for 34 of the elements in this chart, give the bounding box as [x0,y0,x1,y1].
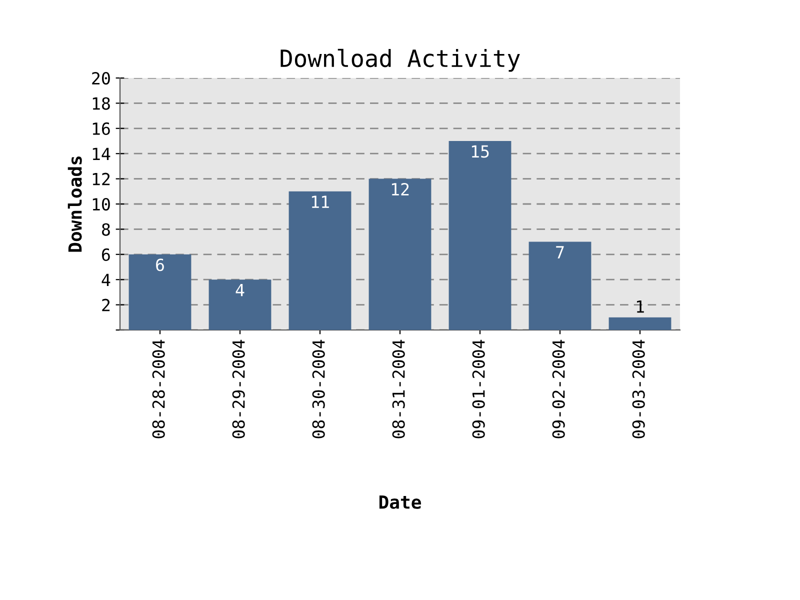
y-tick-label: 8 [102,223,110,236]
data-label: 15 [472,145,489,158]
bar [368,178,432,330]
bar [208,280,272,330]
data-label: 1 [636,300,644,313]
y-tick-label: 18 [92,97,110,110]
data-label: 11 [312,196,329,208]
bar [608,317,672,330]
data-label: 6 [156,258,164,272]
x-tick-label: 08-28-2004 [152,340,165,438]
y-tick-label: 6 [102,248,110,262]
x-tick-label: 08-29-2004 [232,340,245,438]
y-tick-label: 12 [92,172,110,186]
y-tick-label: 2 [102,298,110,312]
x-tick-label: 08-30-2004 [312,340,325,438]
y-axis-title: Downloads [68,156,82,252]
bar [128,254,192,330]
data-label: 4 [236,284,244,296]
x-axis-title: Date [379,495,421,509]
y-tick-label: 10 [92,198,110,211]
x-tick-label: 09-01-2004 [472,340,485,438]
data-label: 12 [392,182,409,196]
data-label: 7 [556,246,564,258]
x-tick-label: 08-31-2004 [392,340,405,438]
bar [288,191,352,330]
y-tick-label: 20 [92,72,110,85]
y-tick-label: 14 [92,148,110,160]
x-tick-label: 09-03-2004 [632,340,645,438]
bar [448,141,512,330]
x-tick-label: 09-02-2004 [552,340,565,438]
y-tick-label: 4 [102,274,110,286]
chart-title: Download Activity [280,48,520,72]
y-tick-label: 16 [92,122,110,136]
bar [528,242,592,330]
